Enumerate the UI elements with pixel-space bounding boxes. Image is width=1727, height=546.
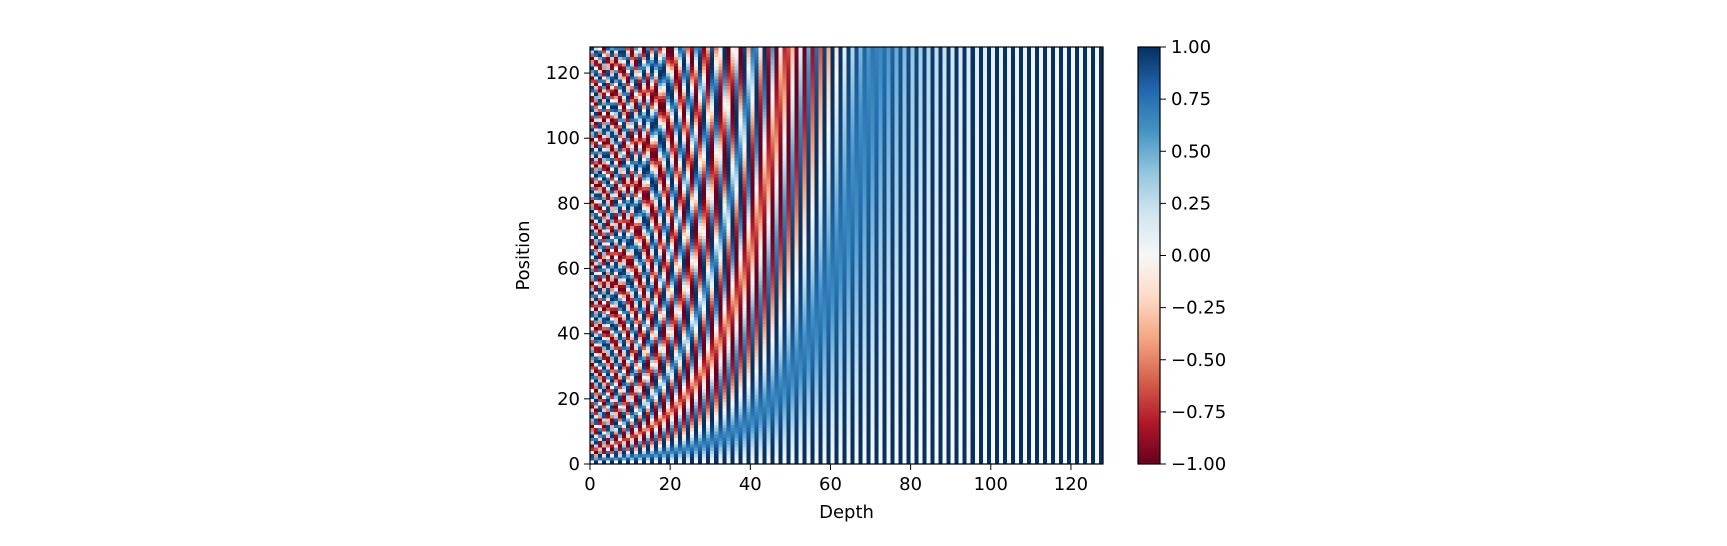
x-tick-label: 20 <box>659 474 682 495</box>
colorbar-tick-label: 0.50 <box>1171 141 1211 162</box>
colorbar-tick-label: 1.00 <box>1171 37 1211 58</box>
colorbar-tick-label: −0.75 <box>1171 402 1226 423</box>
colorbar-tick-label: −0.50 <box>1171 350 1226 371</box>
y-tick-label: 60 <box>557 259 580 280</box>
y-tick-label: 0 <box>569 454 580 475</box>
colorbar-tick-label: 0.25 <box>1171 193 1211 214</box>
heatmap-plot-area <box>589 46 1104 465</box>
x-tick-label: 0 <box>584 474 595 495</box>
colorbar: 1.00 0.75 0.50 0.25 0.00 −0.25 −0.50 −0.75 −1.00 <box>1137 37 1226 475</box>
colorbar-tick-label: −0.25 <box>1171 298 1226 319</box>
y-tick-label: 40 <box>557 324 580 345</box>
x-tick-label: 40 <box>739 474 762 495</box>
colorbar-tick-label: 0.75 <box>1171 89 1211 110</box>
x-tick-label: 80 <box>899 474 922 495</box>
x-tick-label: 60 <box>819 474 842 495</box>
x-axis-label: Depth <box>819 502 874 523</box>
plot-frame <box>589 46 1104 465</box>
y-tick-label: 120 <box>546 63 580 84</box>
y-tick-label: 80 <box>557 193 580 214</box>
colorbar-tick-label: −1.00 <box>1171 454 1226 475</box>
y-tick-label: 20 <box>557 389 580 410</box>
colorbar-ticks: 1.00 0.75 0.50 0.25 0.00 −0.25 −0.50 −0.75 −1.00 <box>1160 37 1226 475</box>
x-tick-label: 100 <box>974 474 1008 495</box>
colorbar-tick-label: 0.00 <box>1171 246 1211 267</box>
x-tick-label: 120 <box>1054 474 1088 495</box>
heatmap-cells <box>590 47 1103 464</box>
colorbar-gradient <box>1138 47 1160 464</box>
y-axis-label: Position <box>513 220 534 290</box>
y-tick-label: 100 <box>546 128 580 149</box>
x-axis-ticks: 0 20 40 60 80 100 120 <box>584 464 1088 495</box>
y-axis-ticks: 0 20 40 60 80 100 120 <box>546 63 590 475</box>
